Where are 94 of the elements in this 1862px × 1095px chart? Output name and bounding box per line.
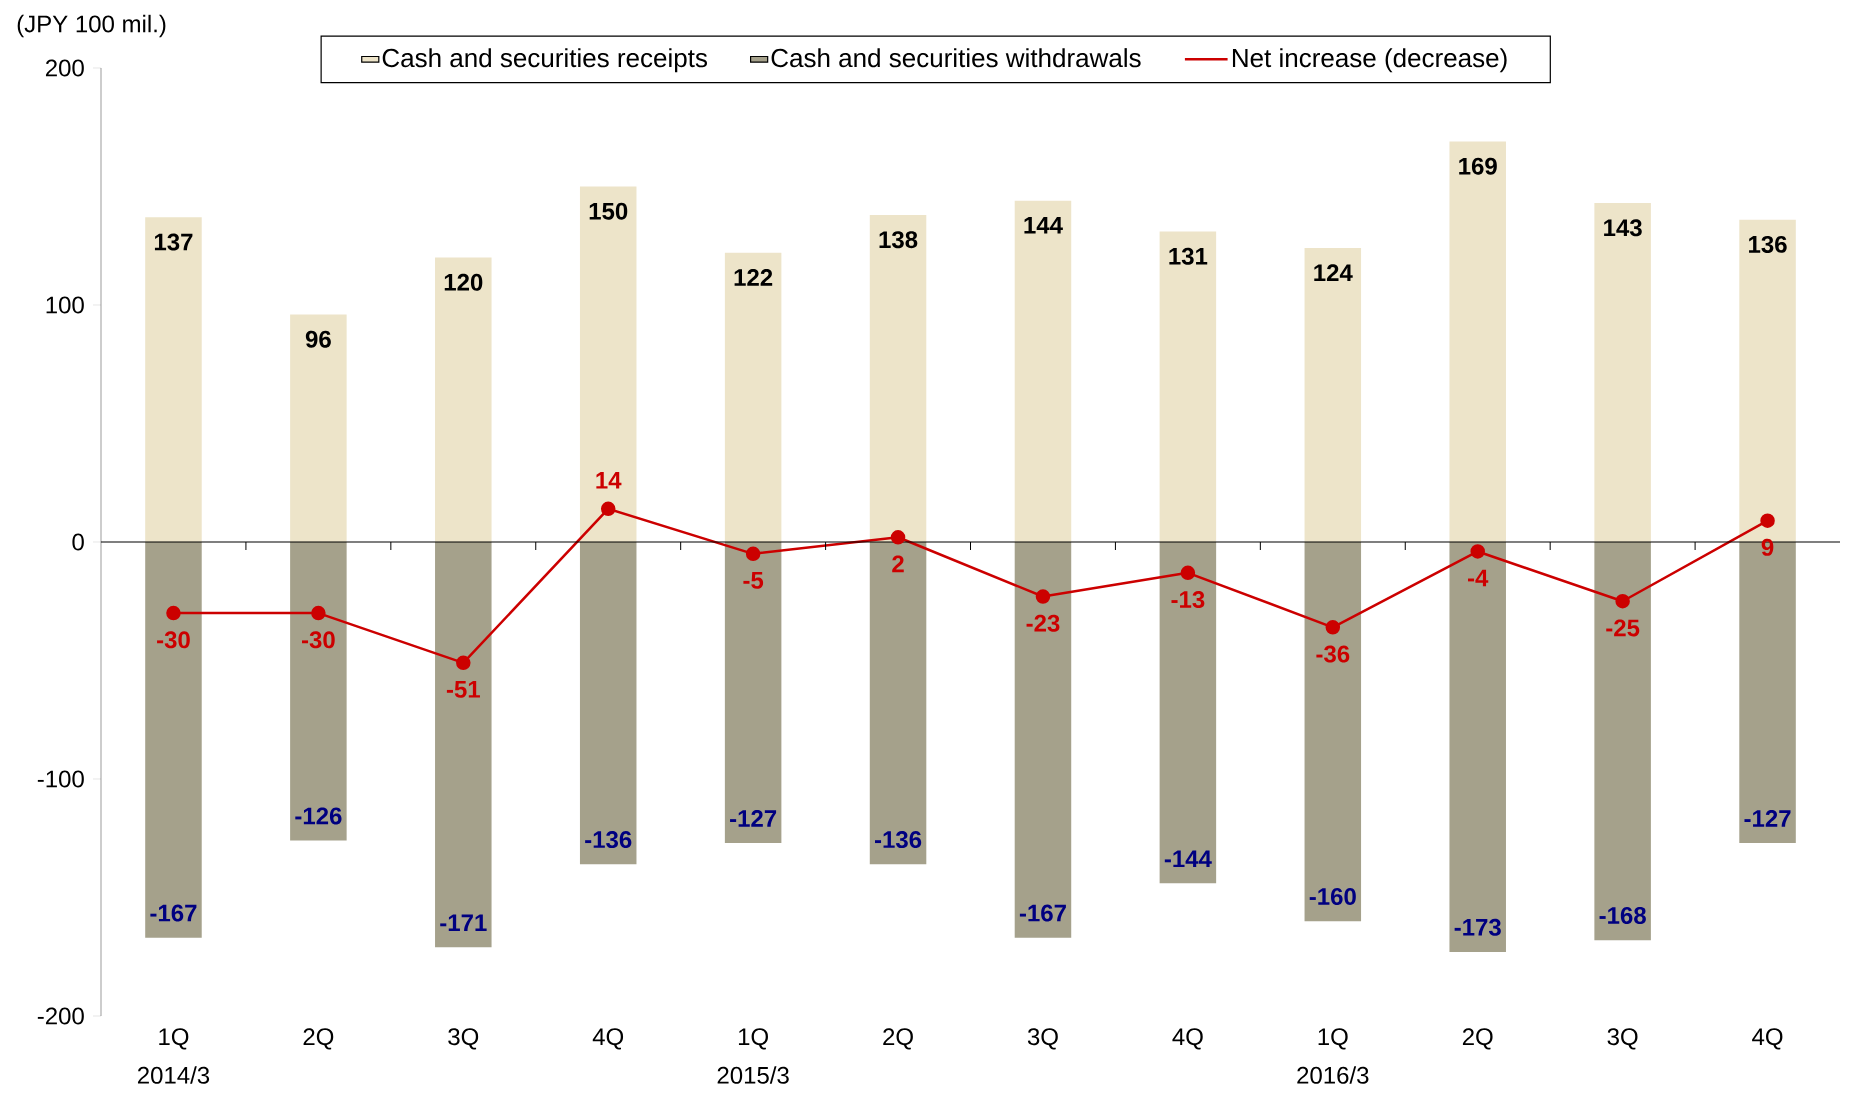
bar (1014, 200, 1072, 542)
data-label: -127 (1744, 810, 1791, 827)
data-label: 138 (879, 231, 918, 249)
data-label: 120 (444, 273, 483, 291)
x-tick-label: 1Q (1318, 1028, 1348, 1050)
bar (1449, 141, 1506, 542)
data-label: -167 (150, 904, 197, 922)
legend-label: Net increase (decrease) (1232, 48, 1507, 73)
data-label: 9 (1761, 538, 1774, 556)
data-label: 2 (892, 555, 904, 573)
data-label: -160 (1309, 888, 1356, 905)
bar (290, 314, 347, 542)
data-label: -136 (585, 831, 632, 849)
bar (145, 542, 202, 938)
data-label: -167 (1019, 904, 1066, 922)
bar (869, 542, 927, 865)
bar (435, 542, 492, 948)
data-label: -30 (301, 631, 335, 649)
bar (579, 542, 637, 865)
bar (1159, 231, 1217, 542)
bar (145, 217, 202, 542)
x-tick-label: 3Q (1027, 1028, 1058, 1050)
point (890, 530, 906, 545)
bar (290, 542, 347, 841)
data-label: -127 (730, 810, 777, 827)
x-tick-label: 3Q (1607, 1028, 1638, 1050)
point (166, 605, 181, 621)
data-label: -126 (295, 807, 342, 825)
point (1615, 594, 1630, 609)
y-tick-label: 200 (45, 59, 84, 77)
point (1180, 565, 1196, 581)
text: 2014/3 (137, 1066, 210, 1084)
data-label: -168 (1599, 906, 1646, 924)
data-label: 169 (1459, 157, 1497, 175)
x-tick-label: 3Q (448, 1028, 479, 1050)
y-tick-label: -100 (37, 770, 84, 788)
point (311, 605, 326, 621)
bar (1159, 542, 1217, 884)
data-label: -36 (1316, 645, 1350, 663)
data-label: -5 (743, 572, 764, 589)
data-label: 144 (1024, 216, 1063, 234)
data-label: 131 (1169, 247, 1208, 265)
data-label: 137 (154, 233, 193, 251)
x-tick-label: 2Q (1462, 1028, 1493, 1050)
x-tick-label: 4Q (1752, 1028, 1783, 1050)
bar (1304, 542, 1362, 922)
data-label: -144 (1164, 850, 1212, 868)
point (1035, 589, 1051, 604)
point (456, 655, 471, 671)
y-tick-label: 100 (46, 296, 84, 314)
legend-label: Cash and securities receipts (382, 48, 707, 73)
y-tick-label: 0 (72, 533, 84, 551)
bar (435, 257, 492, 542)
data-label: -4 (1467, 569, 1489, 587)
bar (1014, 542, 1072, 938)
data-label: -136 (874, 831, 922, 849)
point (1760, 513, 1775, 528)
bar (1449, 542, 1506, 953)
point (600, 501, 616, 517)
y-axis-title: (JPY 100 mil.) (17, 14, 166, 38)
bar (579, 186, 637, 542)
bar (1594, 203, 1651, 542)
bar (724, 252, 782, 542)
bar (869, 214, 927, 542)
data-label: -30 (157, 631, 190, 649)
point (745, 546, 761, 562)
data-label: -51 (446, 681, 480, 698)
data-label: 14 (596, 472, 622, 489)
bar (1304, 248, 1362, 542)
data-label: -23 (1026, 614, 1060, 632)
data-label: -25 (1606, 619, 1640, 637)
data-label: 150 (589, 202, 628, 220)
y-tick-label: -200 (37, 1007, 84, 1025)
data-label: 96 (305, 330, 331, 348)
legend-label: Cash and securities withdrawals (771, 48, 1141, 68)
data-label: -171 (440, 914, 487, 932)
text: 2016/3 (1297, 1066, 1369, 1084)
data-label: -173 (1454, 918, 1501, 936)
x-tick-label: 2Q (883, 1028, 913, 1050)
data-label: -13 (1171, 591, 1205, 609)
data-label: 136 (1749, 235, 1787, 253)
point (1325, 620, 1341, 635)
x-tick-label: 1Q (159, 1028, 189, 1050)
x-tick-label: 1Q (738, 1028, 768, 1050)
text: 2015/3 (717, 1066, 789, 1084)
point (1470, 544, 1485, 559)
x-tick-label: 4Q (1172, 1028, 1203, 1050)
data-label: 124 (1314, 264, 1353, 282)
bar (724, 542, 782, 843)
x-tick-label: 4Q (592, 1028, 624, 1050)
x-tick-label: 2Q (303, 1028, 334, 1050)
bar (1594, 542, 1651, 941)
data-label: 122 (734, 269, 773, 286)
data-label: 143 (1604, 219, 1642, 237)
